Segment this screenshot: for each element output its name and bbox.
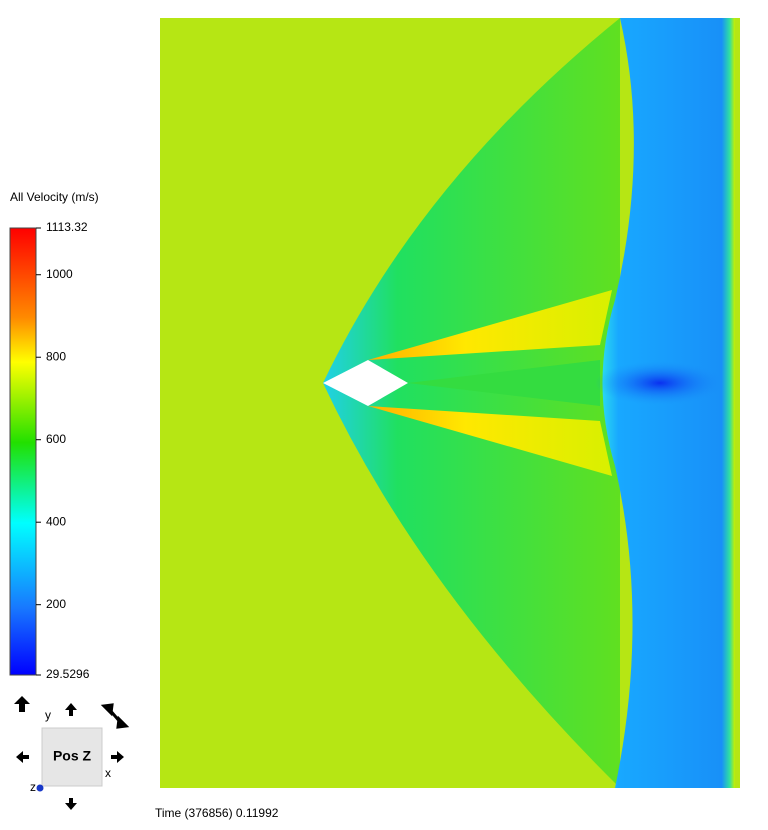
time-label: Time (376856) 0.11992 [155, 806, 279, 820]
pos-z-button[interactable] [41, 727, 103, 787]
rotate-diagonal-button[interactable] [100, 703, 130, 729]
pan-left-button[interactable] [16, 751, 29, 763]
pan-right-button[interactable] [111, 751, 124, 763]
colorbar [9, 227, 37, 676]
colorbar-min-label: 29.5296 [46, 667, 90, 681]
view-widget: Pos Z y x z [14, 696, 130, 810]
expansion-upper [368, 290, 612, 360]
shock-region [323, 18, 620, 788]
wake [408, 360, 600, 406]
body [323, 360, 408, 406]
colorbar-tick-label: 400 [46, 514, 66, 528]
pan-down-button[interactable] [65, 798, 77, 810]
colorbar-max-label: 1113.32 [46, 220, 88, 234]
axis-z-label: z [30, 780, 36, 794]
axis-origin [36, 784, 44, 792]
colorbar-tick-label: 200 [46, 597, 66, 611]
legend-title: All Velocity (m/s) [10, 190, 99, 204]
rotate-up-button[interactable] [14, 696, 30, 712]
axis-x-label: x [105, 766, 111, 780]
colorbar-tick-label: 1000 [46, 267, 73, 281]
axis-y-label: y [45, 708, 51, 722]
expansion-lower [368, 406, 612, 476]
field-view [160, 18, 740, 788]
colorbar-tick-label: 800 [46, 349, 66, 363]
colorbar-tick-label: 600 [46, 432, 66, 446]
pos-z-label: Pos Z [53, 748, 92, 764]
pan-up-button[interactable] [65, 703, 77, 716]
low-velocity-core [595, 361, 725, 405]
